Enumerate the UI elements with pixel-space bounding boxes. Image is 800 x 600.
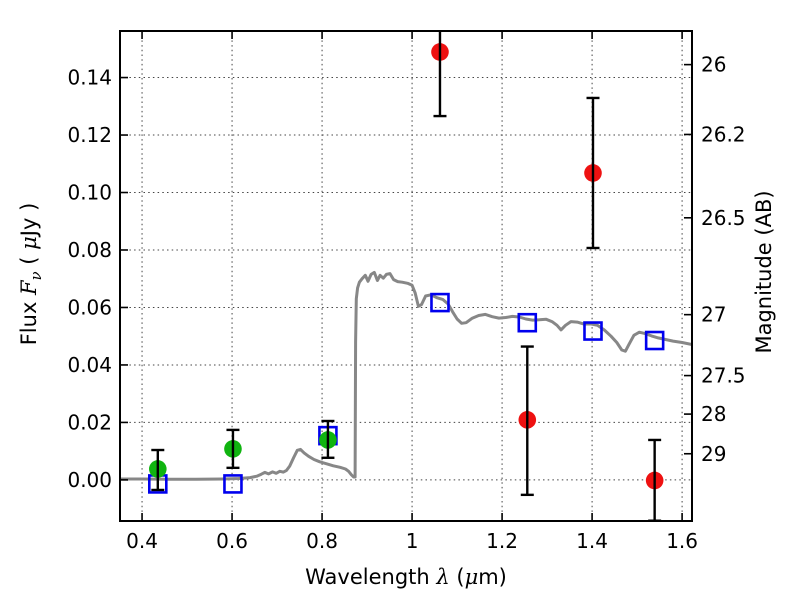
- y-tick-label-right: 27.5: [701, 364, 746, 388]
- x-axis-label: Wavelength λ (μm): [305, 565, 507, 589]
- F-symbol: F: [16, 280, 41, 295]
- y-tick-label-left: 0.08: [67, 238, 112, 262]
- series-blue-squares: [148, 292, 665, 494]
- x-tick-label: 0.4: [126, 529, 158, 553]
- x-tick-label: 1: [406, 529, 419, 553]
- x-tick-label: 0.6: [216, 529, 248, 553]
- y-axis-label-right: Magnitude (AB): [752, 190, 776, 353]
- flux-label-text: Flux: [16, 294, 41, 346]
- axes-box: [119, 30, 693, 522]
- y-axis-label-left: Flux Fν ( μJy ): [16, 202, 46, 346]
- tick-labels: 0.4 0.6 0.8 1 1.2 1.4 1.6 0.00 0.02 0.04 0.06 0.08 0…: [67, 53, 745, 554]
- error-bars-red-filled-circles: [433, 31, 662, 521]
- nu-subscript: ν: [28, 271, 46, 281]
- y-tick-label-right: 26.2: [701, 122, 746, 146]
- y-tick-label-right: 26.5: [701, 206, 746, 230]
- gridlines: [120, 31, 692, 521]
- mu-symbol: μ: [464, 565, 479, 589]
- magnitude-label-text: Magnitude (AB): [752, 190, 776, 354]
- model-spectrum-line: [120, 270, 692, 481]
- error-bars-green-filled-circles: [151, 419, 335, 492]
- ticks: [120, 31, 692, 521]
- y-tick-label-left: 0.12: [67, 123, 112, 147]
- data-point-square: [517, 312, 538, 333]
- x-tick-label: 1.2: [486, 529, 518, 553]
- lambda-symbol: λ: [436, 565, 450, 589]
- y-tick-label-left: 0.14: [67, 66, 112, 90]
- y-tick-label-left: 0.04: [67, 353, 112, 377]
- y-tick-label-right: 26: [701, 53, 726, 77]
- y-tick-label-left: 0.06: [67, 295, 112, 319]
- data-point-square: [430, 292, 450, 313]
- x-axis-label-text: Wavelength: [305, 565, 437, 589]
- y-tick-label-left: 0.00: [67, 468, 112, 492]
- data-point-square: [583, 321, 603, 341]
- y-tick-label-left: 0.02: [67, 410, 112, 434]
- mu-symbol: μ: [16, 236, 41, 250]
- y-tick-label-right: 28: [701, 402, 726, 426]
- data-point-square: [223, 474, 243, 494]
- data-point-square: [644, 330, 665, 351]
- x-tick-label: 1.4: [576, 529, 608, 553]
- x-tick-label: 0.8: [306, 529, 338, 553]
- y-tick-label-left: 0.10: [67, 181, 112, 205]
- y-tick-label-right: 29: [701, 442, 726, 466]
- x-tick-label: 1.6: [666, 529, 698, 553]
- y-tick-label-right: 27: [701, 303, 726, 327]
